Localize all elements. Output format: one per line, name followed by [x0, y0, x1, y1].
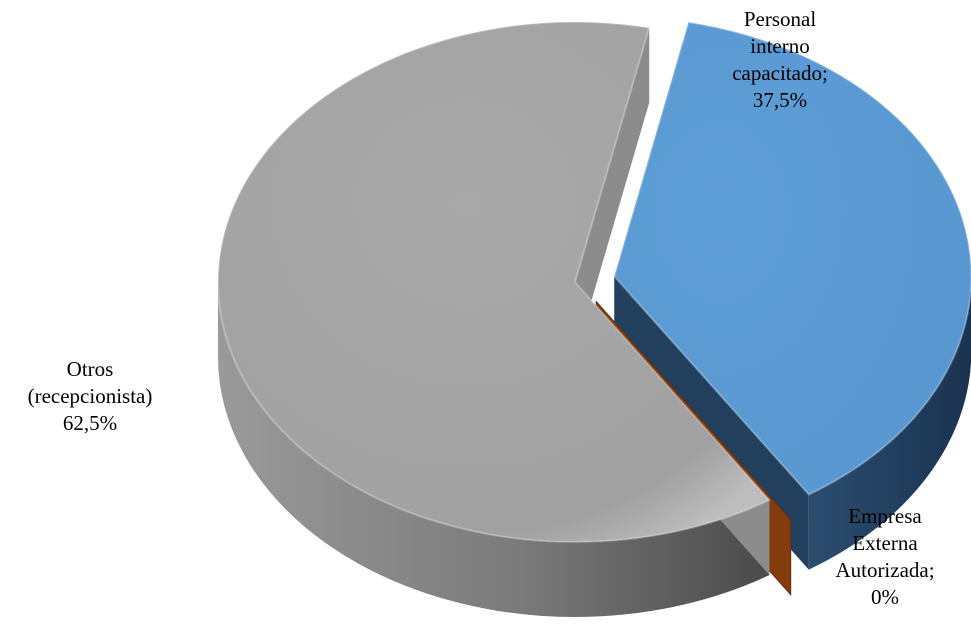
label-line: interno: [750, 34, 810, 58]
pie-slice-otros-wall: [575, 27, 650, 358]
label-value: 37,5%: [752, 88, 808, 112]
pie-slice-otros: [217, 21, 772, 617]
label-line: Externa: [852, 531, 918, 555]
label-line: Personal: [743, 7, 817, 31]
label-line: Empresa: [848, 504, 922, 528]
label-line: Autorizada;: [835, 558, 935, 582]
label-value: 62,5%: [62, 411, 118, 435]
label-line: (recepcionista): [27, 384, 153, 408]
pie-slice-otros-top: [217, 21, 772, 543]
pie-slice-otros-side: [218, 282, 770, 617]
label-value: 0%: [871, 585, 899, 609]
pie-slice-personal-top: [613, 21, 971, 496]
label-line: Otros: [66, 357, 114, 381]
label-line: capacitado;: [732, 61, 828, 85]
pie-slice-personal-side: [808, 287, 971, 570]
slice-label-empresa: Empresa Externa Autorizada; 0%: [815, 503, 955, 611]
slice-label-personal: Personal interno capacitado; 37,5%: [700, 6, 860, 114]
slice-label-otros: Otros (recepcionista) 62,5%: [0, 356, 180, 437]
